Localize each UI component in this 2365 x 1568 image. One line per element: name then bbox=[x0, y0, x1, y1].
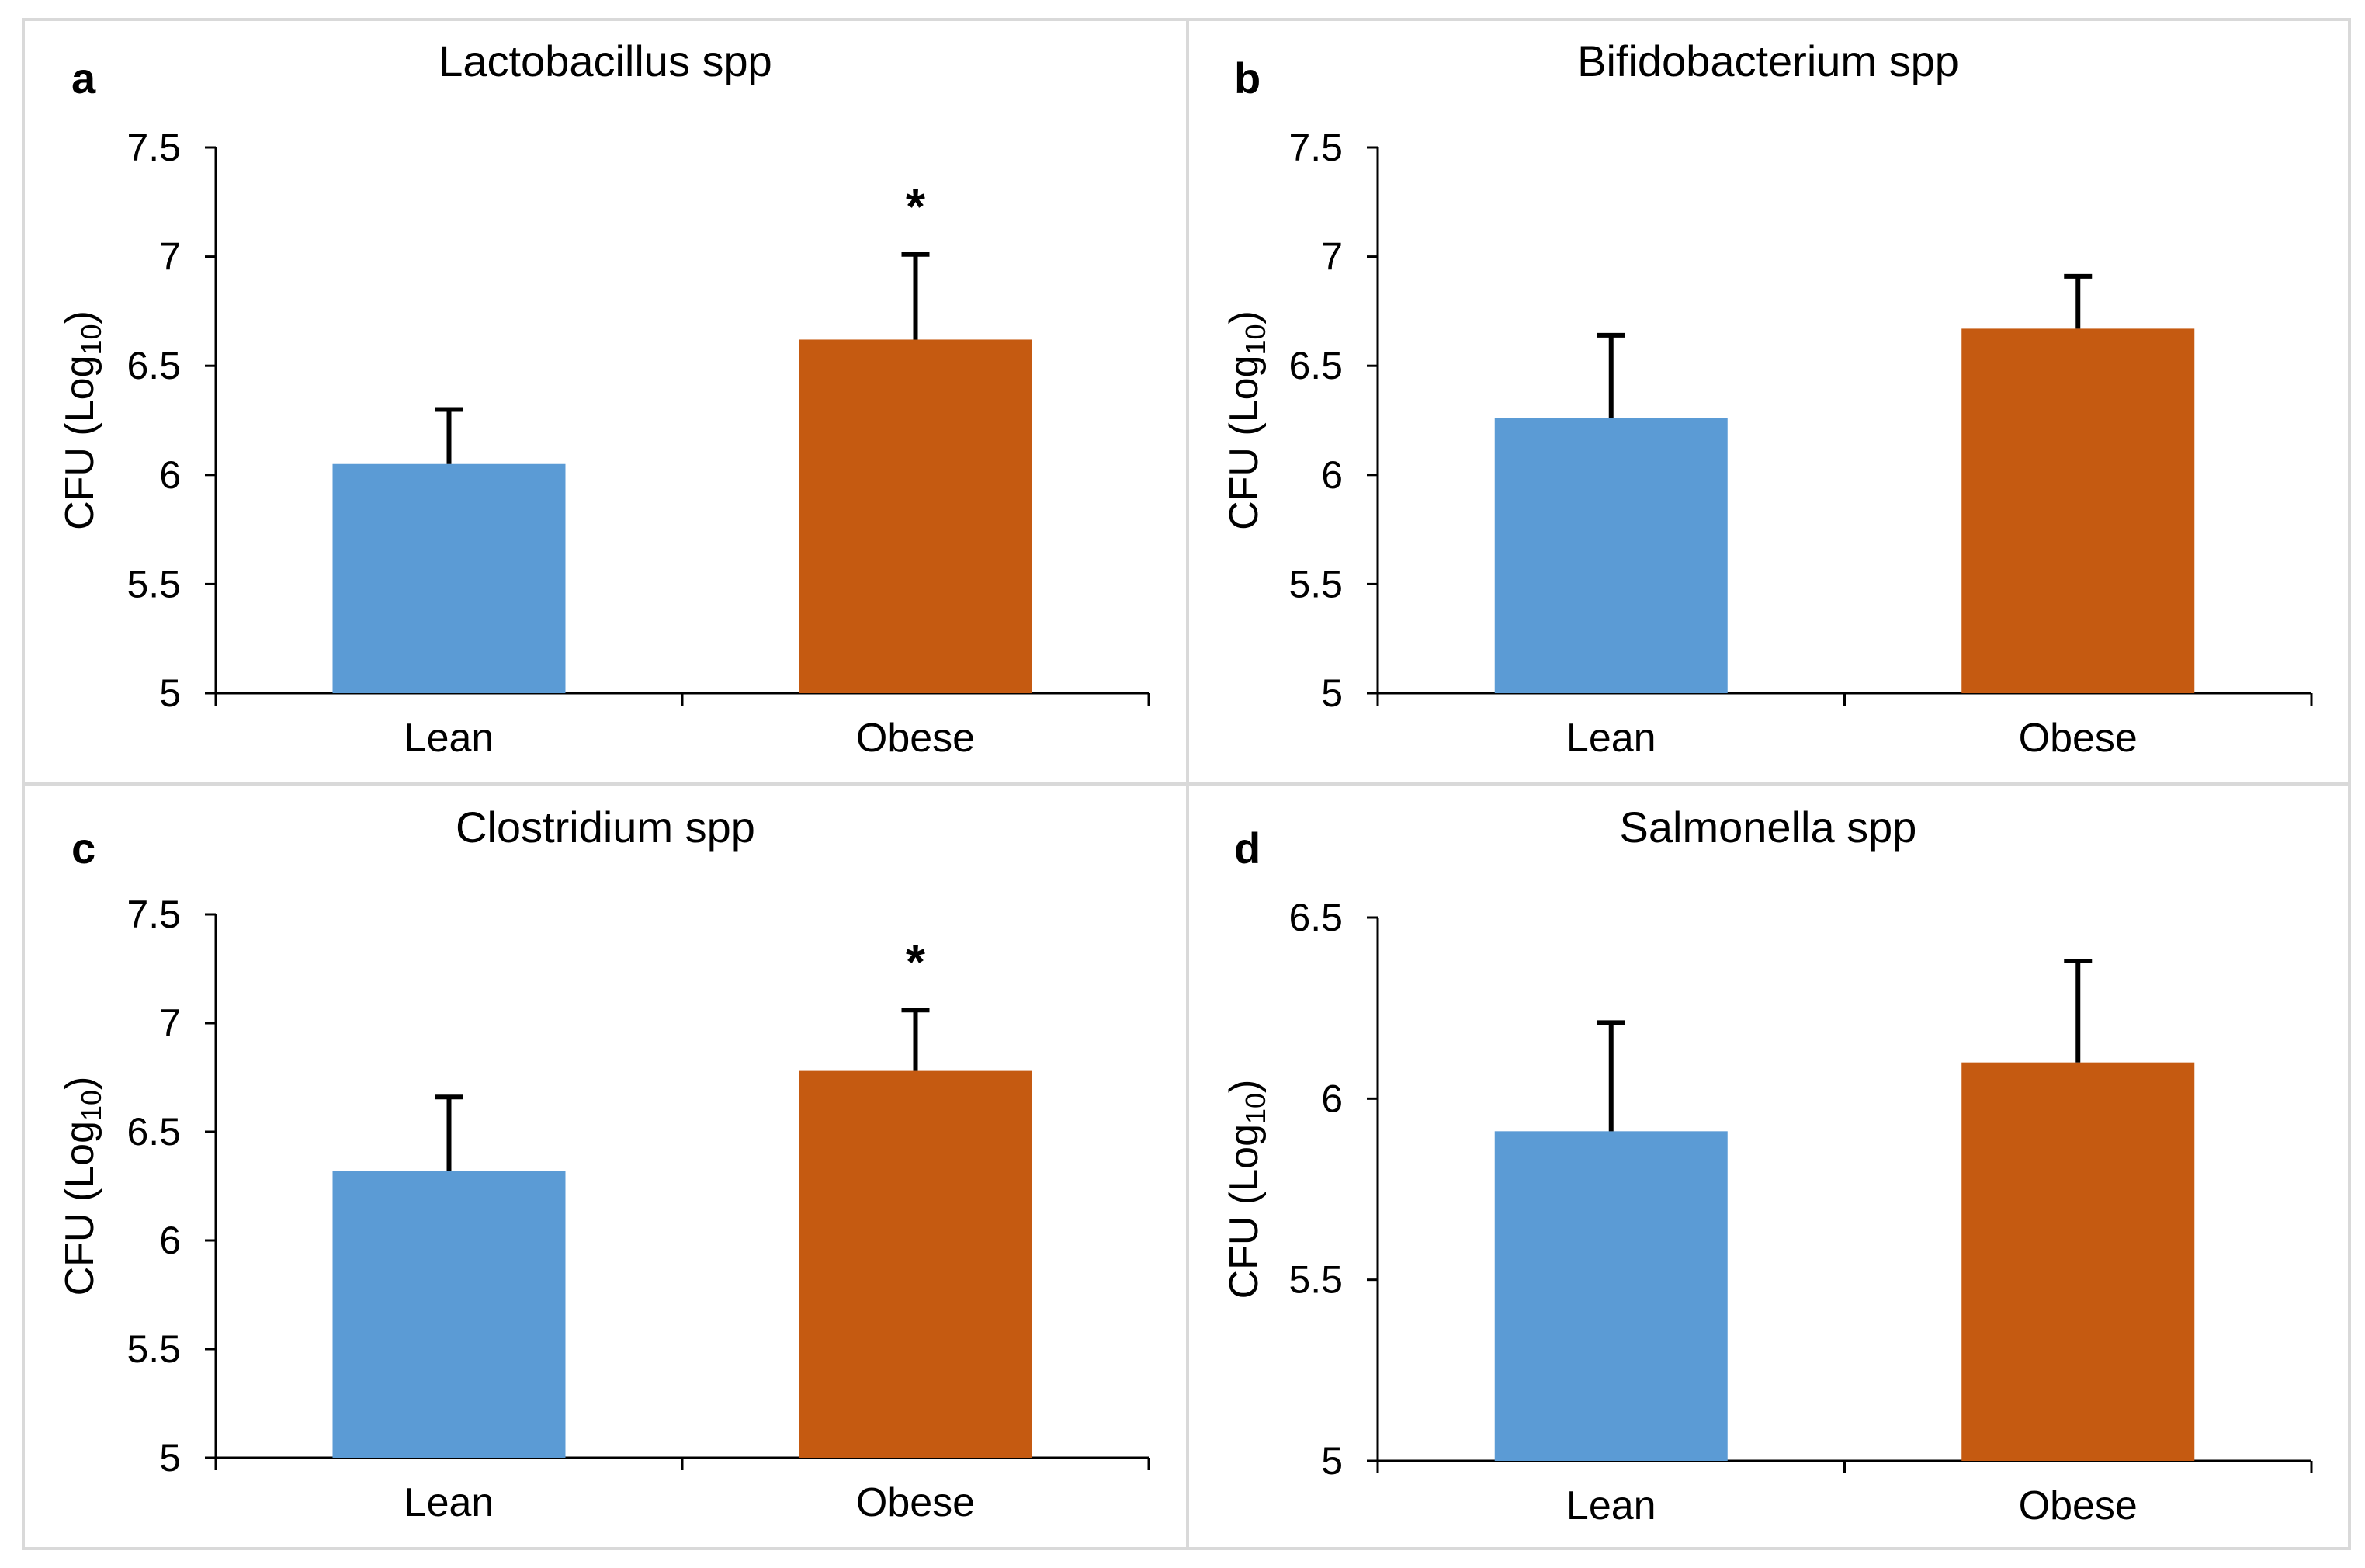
panel-label: b bbox=[1234, 54, 1261, 102]
y-axis-label: CFU (Log10) bbox=[57, 1077, 107, 1296]
significance-marker: * bbox=[906, 179, 925, 234]
chart-title: Bifidobacterium spp bbox=[1577, 36, 1959, 85]
panel-frame bbox=[1186, 782, 2351, 1550]
y-tick-label: 5.5 bbox=[1288, 1258, 1343, 1302]
x-category-label: Lean bbox=[1566, 1483, 1656, 1528]
y-tick-label: 7 bbox=[1321, 235, 1343, 279]
y-tick-label: 6.5 bbox=[1288, 344, 1343, 387]
x-category-label: Obese bbox=[2019, 1483, 2138, 1528]
x-category-label: Lean bbox=[1566, 716, 1656, 761]
y-tick-label: 5.5 bbox=[127, 562, 181, 605]
y-tick-label: 6.5 bbox=[127, 1110, 181, 1153]
chart-title: Salmonella spp bbox=[1620, 803, 1917, 852]
panel-label: d bbox=[1234, 824, 1261, 872]
x-category-label: Lean bbox=[404, 1480, 494, 1525]
bar-lean bbox=[1494, 1131, 1728, 1461]
panel-label: a bbox=[71, 54, 96, 102]
y-tick-label: 6 bbox=[159, 453, 181, 497]
y-tick-label: 7.5 bbox=[127, 126, 181, 169]
x-category-label: Obese bbox=[856, 1480, 975, 1525]
chart-title: Lactobacillus spp bbox=[439, 36, 772, 85]
y-tick-label: 7 bbox=[159, 1001, 181, 1045]
y-tick-label: 6.5 bbox=[1288, 896, 1343, 939]
y-axis-label: CFU (Log10) bbox=[1222, 310, 1271, 530]
y-tick-label: 6 bbox=[159, 1219, 181, 1262]
y-tick-label: 6 bbox=[1321, 453, 1343, 497]
y-tick-label: 6.5 bbox=[127, 344, 181, 387]
y-tick-label: 7.5 bbox=[127, 893, 181, 936]
y-tick-label: 5 bbox=[1321, 1439, 1343, 1483]
y-tick-label: 7 bbox=[159, 235, 181, 279]
panel-d: d Salmonella spp 5 5.5 6 6.5 Lean Obese CFU (Log… bbox=[1186, 782, 2351, 1550]
x-category-label: Lean bbox=[404, 716, 494, 761]
bar-lean bbox=[1494, 418, 1728, 693]
bar-lean bbox=[332, 463, 566, 693]
y-tick-label: 6 bbox=[1321, 1077, 1343, 1120]
bar-obese bbox=[1961, 1062, 2195, 1461]
panel-b: b Bifidobacterium spp 5 5.5 6 6.5 7 7.5 Lean Obes… bbox=[1186, 18, 2351, 786]
x-category-label: Obese bbox=[856, 716, 975, 761]
y-tick-label: 7.5 bbox=[1288, 126, 1343, 169]
panel-a: a Lactobacillus spp 5 5.5 6 6.5 7 7.5 Lean * Obese… bbox=[22, 18, 1189, 786]
panel-label: c bbox=[71, 824, 95, 872]
y-axis-label: CFU (Log10) bbox=[57, 310, 107, 530]
y-tick-label: 5 bbox=[1321, 671, 1343, 715]
panel-c: c Clostridium spp 5 5.5 6 6.5 7 7.5 Lean * Obese CF… bbox=[22, 782, 1189, 1550]
y-tick-label: 5.5 bbox=[1288, 562, 1343, 605]
y-axis-label: CFU (Log10) bbox=[1222, 1080, 1271, 1299]
bar-obese bbox=[799, 1070, 1032, 1458]
chart-title: Clostridium spp bbox=[456, 803, 755, 852]
y-tick-label: 5 bbox=[159, 671, 181, 715]
x-category-label: Obese bbox=[2019, 716, 2138, 761]
significance-marker: * bbox=[906, 934, 925, 990]
bar-obese bbox=[1961, 328, 2195, 693]
bar-obese bbox=[799, 339, 1032, 693]
y-tick-label: 5.5 bbox=[127, 1327, 181, 1371]
y-tick-label: 5 bbox=[159, 1436, 181, 1480]
bar-lean bbox=[332, 1171, 566, 1458]
